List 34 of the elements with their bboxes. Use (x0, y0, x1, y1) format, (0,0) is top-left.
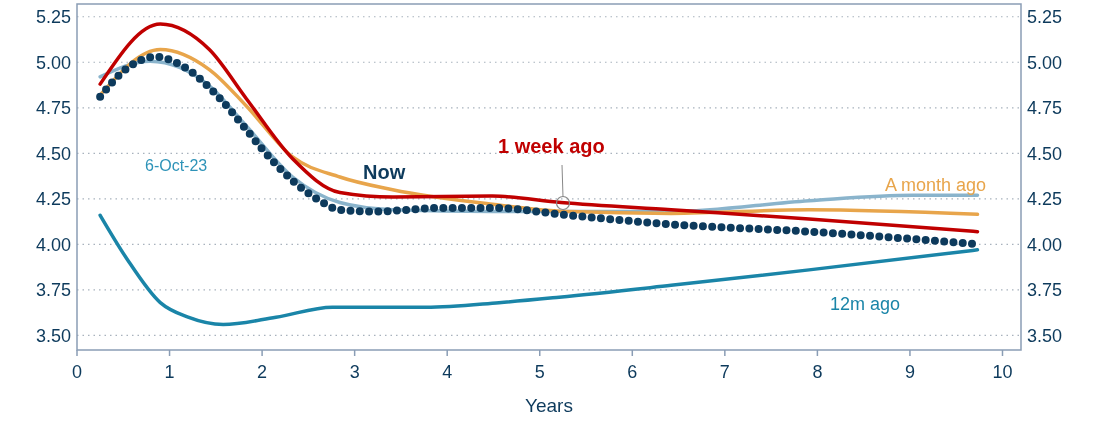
x-tick-label: 5 (534, 362, 545, 382)
y-tick-label: 4.25 (35, 189, 71, 210)
series-label: 12m ago (830, 294, 901, 314)
y2-tick-label: 4.50 (1027, 143, 1063, 164)
x-tick-label: 1 (164, 362, 175, 382)
annotation: 6-Oct-23 (145, 157, 208, 174)
x-tick-label: 9 (904, 362, 915, 382)
y2-tick-label: 3.75 (1027, 280, 1063, 301)
series-label: 1 week ago (498, 135, 605, 157)
y-tick-label: 4.75 (35, 98, 71, 119)
y2-tick-label: 4.75 (1027, 98, 1063, 119)
x-tick-label: 4 (442, 362, 453, 382)
y2-tick-label: 4.25 (1027, 189, 1063, 210)
y-tick-label: 3.75 (35, 280, 71, 301)
y-tick-label: 4.00 (35, 234, 71, 255)
x-tick-label: 7 (719, 362, 730, 382)
y2-tick-label: 3.50 (1027, 325, 1063, 346)
y-tick-label: 5.00 (35, 52, 71, 73)
y2-tick-label: 5.25 (1027, 7, 1063, 28)
y2-tick-label: 5.00 (1027, 52, 1063, 73)
y-tick-label: 5.25 (35, 7, 71, 28)
x-tick-label: 6 (627, 362, 638, 382)
x-tick-label: 0 (71, 362, 83, 382)
x-tick-label: 10 (992, 362, 1013, 382)
line-series (98, 213, 980, 327)
x-tick-label: 3 (349, 362, 360, 382)
y-tick-label: 4.50 (35, 143, 71, 164)
x-axis-title: Years (525, 395, 573, 416)
x-tick-label: 2 (257, 362, 268, 382)
y-tick-label: 3.50 (35, 325, 71, 346)
y2-tick-label: 4.00 (1027, 234, 1063, 255)
series-label: Now (363, 161, 406, 183)
x-tick-label: 8 (812, 362, 823, 382)
series-label: A month ago (885, 175, 987, 195)
